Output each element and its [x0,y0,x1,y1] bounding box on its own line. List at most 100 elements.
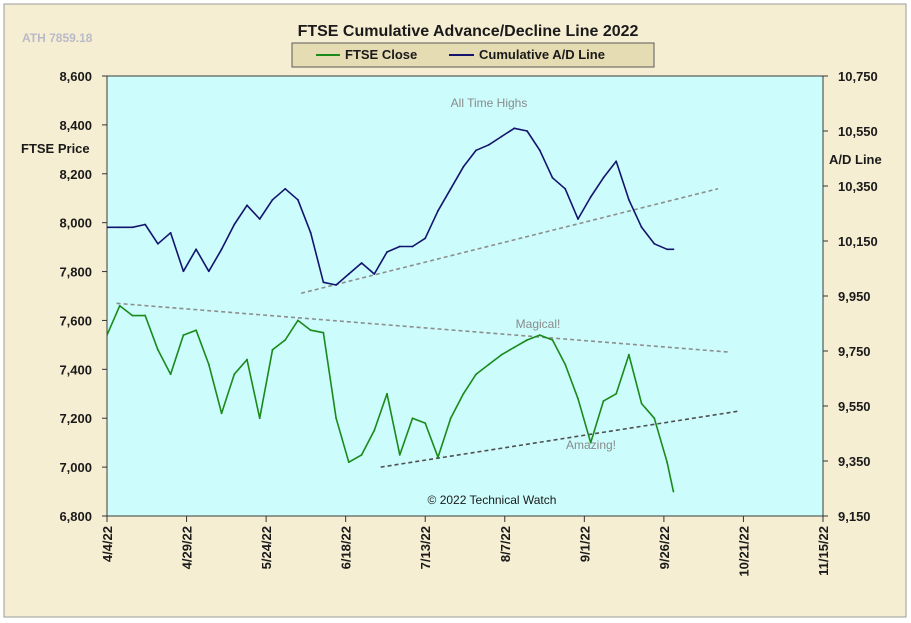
series-ftse-close [107,304,675,492]
series-cumulative-ad-point [449,187,452,190]
y-tick-label-right: 9,350 [838,454,871,469]
series-cumulative-ad-point [246,204,248,207]
series-cumulative-ad-point [437,209,439,212]
x-tick-label: 7/13/22 [418,526,433,569]
series-ftse-close-point [475,373,478,376]
series-cumulative-ad-point [271,198,274,201]
series-cumulative-ad-point [335,284,338,286]
y-tick-label-right: 9,950 [838,289,871,304]
trendline-amazing [380,410,741,468]
series-cumulative-ad-point [602,176,605,179]
series-ftse-close-point [627,353,630,356]
series-cumulative-ad-point [411,245,414,248]
y-tick-label-left: 6,800 [59,509,92,524]
series-cumulative-ad-point [589,196,592,198]
y-tick-label-left: 7,400 [59,362,92,377]
x-tick-label: 11/15/22 [816,526,831,576]
y-tick-label-right: 9,750 [838,344,871,359]
series-cumulative-ad-point [462,165,465,168]
series-ftse-close-point [653,417,656,420]
legend-label-ftse: FTSE Close [345,47,417,62]
series-cumulative-ad-point [157,242,159,245]
series-ftse-close-point [577,397,579,400]
series-ftse-close-point [297,319,299,322]
x-tick-label: 4/4/22 [100,526,115,562]
series-cumulative-ad-point [615,160,618,163]
y-tick-label-left: 7,200 [59,411,92,426]
series-cumulative-ad-point [309,231,312,234]
series-ftse-close-point [538,334,541,337]
series-cumulative-ad [107,127,674,286]
series-cumulative-ad-point [513,127,516,130]
series-ftse-close-point [347,461,350,464]
series-cumulative-ad-point [564,187,567,190]
series-ftse-close-point [335,417,338,420]
series-cumulative-ad-point [107,226,108,229]
plot-area [106,75,824,517]
x-tick-label: 10/21/22 [736,526,751,577]
series-cumulative-ad-point [182,270,185,273]
series-cumulative-ad-point [373,273,376,275]
series-cumulative-ad-point [258,218,261,220]
y-tick-label-right: 10,150 [838,234,878,249]
series-ftse-close-point [169,373,172,376]
series-ftse-close-point [284,339,287,341]
y-axis-label-right: A/D Line [829,152,882,167]
series-ftse-close-point [144,314,147,317]
series-ftse-close-point [513,346,516,349]
series-cumulative-ad-point [475,149,478,152]
series-cumulative-ad-point [169,231,172,234]
series-ftse-close-point [462,392,465,395]
x-tick-label: 4/29/22 [180,526,195,569]
legend-label-ad: Cumulative A/D Line [479,47,605,62]
series-ftse-close-point [322,331,325,334]
series-cumulative-ad-point [551,176,554,179]
x-tick-label: 9/1/22 [577,526,592,562]
series-ftse-close-point [118,304,121,307]
series-ftse-close-point [449,417,452,420]
series-cumulative-ad-point [424,237,427,240]
series-cumulative-ad-point [672,248,675,251]
y-tick-label-right: 9,550 [838,399,871,414]
y-tick-label-right: 9,150 [838,509,871,524]
series-cumulative-ad-point [386,251,388,253]
series-ftse-close-point [182,334,185,337]
series-cumulative-ad-point [233,223,236,226]
series-ftse-close-point [551,339,554,341]
series-ftse-close-point [157,348,159,351]
series-cumulative-ad-point [144,223,147,226]
chart-title: FTSE Cumulative Advance/Decline Line 202… [298,23,639,40]
series-cumulative-ad-point [526,130,528,132]
y-axis-right: 10,750 10,550 10,350 10,150 9,950 9,750 9,550 9… [823,69,878,524]
series-ftse-close-point [437,456,439,459]
series-ftse-close-point [386,392,388,395]
series-cumulative-ad-point [131,226,134,229]
legend: FTSE Close Cumulative A/D Line [291,42,655,68]
series-ftse-close-point [411,417,414,420]
copyright-label: © 2022 Technical Watch [428,493,557,507]
series-cumulative-ad-point [207,270,210,273]
series-cumulative-ad-point [195,248,198,251]
series-layer [107,127,675,493]
y-tick-label-left: 8,000 [59,216,92,231]
y-tick-label-left: 7,000 [59,460,92,475]
y-tick-label-left: 8,600 [59,69,92,84]
y-tick-label-left: 8,200 [59,167,92,182]
series-ftse-close-point [564,363,567,366]
series-cumulative-ad-point [398,245,401,248]
x-axis: 4/4/22 4/29/22 5/24/22 6/18/22 7/13/22 8/7/22… [100,516,831,577]
series-ftse-close-point [360,453,363,456]
series-ftse-close-point [195,329,198,332]
x-tick-label: 6/18/22 [339,526,354,569]
series-ftse-close-point [107,334,108,337]
series-cumulative-ad-point [666,248,668,251]
trendlines [116,187,741,468]
series-cumulative-ad-point [297,198,299,201]
y-tick-label-left: 7,600 [59,313,92,328]
series-ftse-close-point [271,348,274,351]
series-cumulative-ad-point [360,262,363,264]
series-ftse-close-point [373,429,376,432]
series-ftse-close-point [207,363,210,366]
